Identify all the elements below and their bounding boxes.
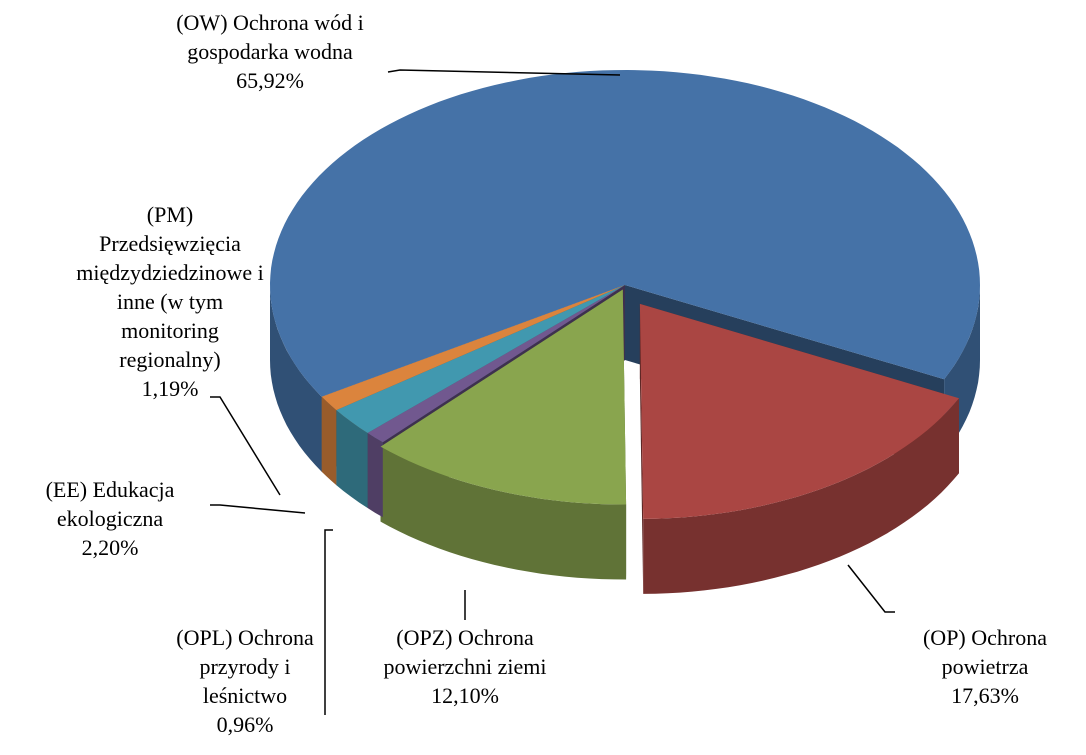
pie-side [367,433,383,518]
pie-side [321,396,337,486]
leader-line [210,504,306,514]
value-label: 2,20% [81,535,139,560]
category-label: (OPL) Ochrona przyrody i leśnictwo [176,625,314,708]
pie-tops [270,70,980,519]
pie-slice [336,285,625,433]
pie-slice [639,303,959,519]
leader-line [324,529,333,715]
category-label: (OP) Ochrona powietrza [922,625,1048,679]
leader-line [387,69,621,76]
slice-label: (PM) Przedsięwzięcia międzydziedzinowe i… [75,200,265,403]
value-label: 0,96% [216,712,274,737]
slice-label: (OP) Ochrona powietrza 17,63% [890,623,1080,710]
leader-line [210,396,281,496]
category-label: (OPZ) Ochrona powierzchni ziemi [383,625,547,679]
slice-label: (OPL) Ochrona przyrody i leśnictwo 0,96% [155,623,335,739]
category-label: (PM) Przedsięwzięcia międzydziedzinowe i… [76,202,264,372]
category-label: (OW) Ochrona wód i gospodarka wodna [176,10,364,64]
value-label: 1,19% [141,376,199,401]
slice-label: (EE) Edukacja ekologiczna 2,20% [0,475,220,562]
pie-side [336,410,368,508]
slice-label: (OW) Ochrona wód i gospodarka wodna 65,92… [165,8,375,95]
pie-slice [321,285,625,411]
leader-lines [210,69,895,715]
leader-line [847,564,895,613]
category-label: (EE) Edukacja ekologiczna [45,477,175,531]
pie-slice [367,285,625,443]
value-label: 17,63% [951,683,1019,708]
value-label: 65,92% [236,68,304,93]
value-label: 12,10% [431,683,499,708]
pie-side [380,446,627,580]
pie-side [639,303,644,594]
slice-label: (OPZ) Ochrona powierzchni ziemi 12,10% [355,623,575,710]
pie-side [270,285,322,472]
pie-slice [270,70,980,397]
pie-side [643,398,959,594]
pie-slice [380,289,627,505]
